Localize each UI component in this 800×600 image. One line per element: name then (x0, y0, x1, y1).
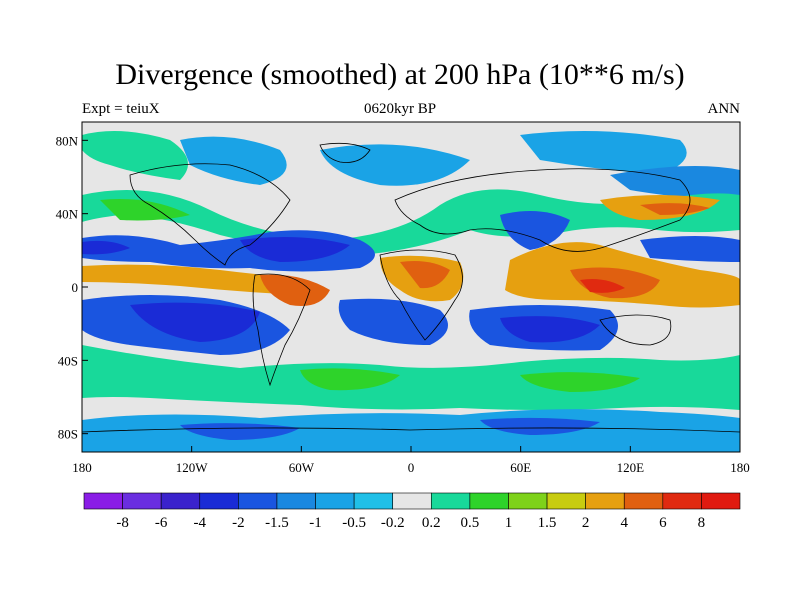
colorbar-label: -0.2 (381, 515, 405, 531)
coastline-south-america (252, 273, 311, 387)
field-shape (610, 166, 740, 200)
colorbar-box (508, 492, 548, 510)
map-title: Divergence (smoothed) at 200 hPa (10**6 … (115, 58, 685, 91)
colorbar-box (238, 492, 278, 510)
field-shape (480, 417, 600, 435)
field-shape (240, 236, 350, 262)
field-shape (300, 368, 400, 391)
field-shape (130, 302, 260, 342)
colorbar-box (662, 492, 702, 510)
colorbar-box (276, 492, 316, 510)
colorbar-label: 0.2 (422, 515, 441, 531)
colorbar-label: 1.5 (538, 515, 557, 531)
field-shape (500, 211, 570, 250)
coastline-eurasia (394, 168, 691, 252)
coastline-antarctica (82, 427, 740, 433)
field-shape (260, 274, 330, 306)
colorbar-label: 4 (620, 515, 628, 531)
field-shape (400, 261, 450, 289)
colorbar-box (315, 492, 355, 510)
lat-tick-label: 40N (56, 207, 79, 222)
lon-tick-label: 120W (176, 460, 209, 475)
field-shape (180, 423, 300, 440)
field-shape (180, 136, 287, 185)
lon-tick-label: 60E (510, 460, 531, 475)
coastline-africa (379, 249, 463, 341)
field-shape (320, 144, 470, 186)
colorbar-label: -1.5 (265, 515, 289, 531)
colorbar-box (122, 492, 162, 510)
colorbar-box (430, 492, 471, 510)
season-label: ANN (707, 101, 741, 117)
field-shape (580, 279, 625, 293)
lat-tick-label: 80N (56, 133, 79, 148)
colorbar-label: 2 (582, 515, 590, 531)
colorbar-label: -2 (232, 515, 245, 531)
colorbar-label: 6 (659, 515, 667, 531)
coastline-greenland (319, 142, 371, 163)
colorbar-box (160, 492, 201, 510)
field-shape (82, 345, 740, 410)
lon-tick-label: 180 (730, 460, 750, 475)
colorbar-label: -4 (194, 515, 207, 531)
lat-tick-label: 80S (58, 427, 78, 442)
colorbar-label: 1 (505, 515, 513, 531)
lon-tick-label: 60W (289, 460, 315, 475)
colorbar-label: -6 (155, 515, 168, 531)
colorbar-label: 8 (698, 515, 706, 531)
field-shape (640, 203, 710, 215)
lon-tick-label: 180 (72, 460, 92, 475)
field-shape (520, 372, 640, 392)
coastlines (82, 142, 740, 433)
colorbar-box (585, 492, 625, 510)
colorbar-box (469, 492, 509, 510)
longitude-axis: 180 120W 60W 0 60E 120E 180 (72, 446, 750, 475)
colorbar-box (353, 492, 394, 510)
divergence-field (82, 122, 740, 452)
time-label: 0620kyr BP (363, 101, 437, 117)
field-shape (640, 236, 740, 262)
colorbar-box (546, 492, 586, 510)
lon-tick-label: 120E (617, 460, 645, 475)
lon-tick-label: 0 (408, 460, 415, 475)
colorbar-box (623, 492, 664, 510)
colorbar-box (392, 492, 432, 510)
colorbar-label: -1 (309, 515, 322, 531)
field-shape (100, 199, 190, 221)
lat-tick-label: 40S (58, 353, 78, 368)
field-shape (500, 316, 600, 343)
colorbar-label: -8 (116, 515, 129, 531)
coastline-australia (599, 314, 672, 346)
lat-tick-label: 0 (72, 280, 79, 295)
colorbar-box (701, 492, 741, 510)
latitude-axis: 80N 40N 0 40S 80S (56, 133, 88, 442)
colorbar-label: -0.5 (342, 515, 366, 531)
field-shape (82, 240, 130, 255)
colorbar-label: 0.5 (461, 515, 480, 531)
colorbar-box (199, 492, 239, 510)
colorbar-box (83, 492, 123, 510)
experiment-label: Expt = teiuX (82, 101, 160, 117)
field-shape (82, 264, 300, 295)
coastline-north-america (129, 163, 291, 266)
field-shape (520, 131, 687, 175)
